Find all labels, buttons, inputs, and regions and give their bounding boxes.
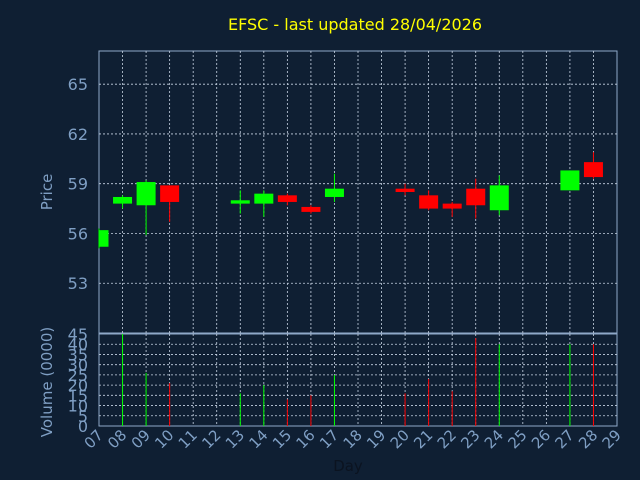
candle-9 [137, 180, 156, 235]
x-tick-label: 29 [599, 426, 625, 452]
candle-17 [325, 174, 344, 202]
price-y-tick-label: 65 [68, 75, 88, 94]
x-tick-label: 16 [293, 426, 319, 452]
candle-21 [419, 190, 438, 210]
volume-grid [99, 334, 617, 426]
candle-15 [278, 194, 297, 206]
candlesticks [99, 152, 603, 248]
x-tick-label: 09 [128, 426, 154, 452]
chart-title: EFSC - last updated 28/04/2026 [228, 15, 482, 34]
candle-8 [113, 195, 132, 208]
price-y-tick-label: 53 [68, 274, 88, 293]
x-tick-label: 13 [222, 426, 248, 452]
x-tick-label: 17 [316, 426, 342, 452]
x-tick-label: 18 [340, 426, 366, 452]
volume-y-tick-label: 45 [68, 325, 88, 344]
candle-28 [584, 152, 603, 179]
candle-body [137, 182, 156, 205]
candle-body [466, 189, 485, 206]
candle-body [254, 194, 273, 204]
candle-body [278, 195, 297, 202]
candle-body [99, 230, 109, 247]
candle-7 [99, 228, 109, 248]
candle-27 [560, 170, 579, 190]
x-axis-label: Day [333, 457, 363, 475]
candle-body [419, 195, 438, 208]
volume-y-axis-label: Volume (0000) [38, 327, 56, 437]
candle-22 [443, 202, 462, 217]
x-tick-label: 23 [457, 426, 483, 452]
candle-body [584, 162, 603, 177]
x-tick-label: 25 [504, 426, 530, 452]
candle-body [113, 197, 132, 204]
candle-24 [490, 175, 509, 215]
candle-body [160, 185, 179, 202]
x-tick-label: 22 [434, 426, 460, 452]
candle-body [443, 204, 462, 209]
x-tick-label: 15 [269, 426, 295, 452]
candle-14 [254, 190, 273, 217]
x-tick-label: 28 [575, 426, 601, 452]
candle-body [396, 189, 415, 192]
price-y-tick-label: 62 [68, 125, 88, 144]
candle-body [560, 170, 579, 190]
candle-body [325, 189, 344, 197]
x-tick-label: 08 [104, 426, 130, 452]
candle-23 [466, 179, 485, 219]
price-y-tick-label: 56 [68, 224, 88, 243]
x-tick-label: 14 [245, 426, 271, 452]
x-tick-label: 21 [410, 426, 436, 452]
candle-13 [231, 190, 250, 213]
price-y-axis-label: Price [38, 174, 56, 211]
x-tick-label: 27 [552, 426, 578, 452]
x-tick-labels: 0708091011121314151617181920212223242526… [81, 426, 625, 452]
candle-10 [160, 185, 179, 221]
x-tick-label: 20 [387, 426, 413, 452]
x-tick-label: 11 [175, 426, 201, 452]
candle-body [231, 200, 250, 203]
price-y-tick-labels: 53 56 59 62 65 [68, 75, 88, 293]
candle-16 [301, 205, 320, 213]
x-tick-label: 10 [151, 426, 177, 452]
x-tick-label: 26 [528, 426, 554, 452]
candle-20 [396, 184, 415, 196]
x-tick-label: 19 [363, 426, 389, 452]
x-tick-label: 24 [481, 426, 507, 452]
candle-body [301, 207, 320, 212]
x-tick-label: 12 [198, 426, 224, 452]
candle-body [490, 185, 509, 210]
price-y-tick-label: 59 [68, 175, 88, 194]
